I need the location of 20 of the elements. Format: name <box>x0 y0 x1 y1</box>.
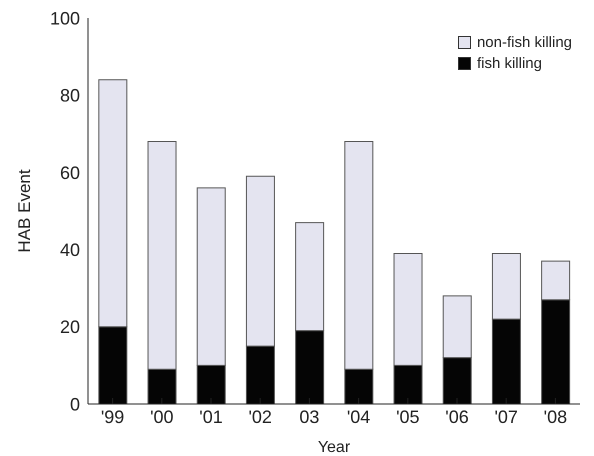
x-tick-label: '01 <box>199 406 223 427</box>
legend-label: fish killing <box>476 55 542 72</box>
x-tick-label: '00 <box>150 406 174 427</box>
x-tick-label: 03 <box>299 406 320 427</box>
x-tick-label: '07 <box>494 406 518 427</box>
x-tick-label: '99 <box>100 406 124 427</box>
y-tick-label: 0 <box>70 394 80 414</box>
y-axis-title: HAB Event <box>15 169 34 253</box>
y-tick-label: 40 <box>60 240 80 260</box>
x-tick-label: '08 <box>544 406 568 427</box>
x-tick-label: '06 <box>445 406 469 427</box>
x-tick-label: '05 <box>396 406 420 427</box>
y-tick-label: 100 <box>50 8 80 28</box>
legend-label: non-fish killing <box>476 34 572 51</box>
x-tick-label: '02 <box>248 406 272 427</box>
y-tick-label: 60 <box>60 162 80 183</box>
x-tick-label: '04 <box>346 406 370 427</box>
x-axis-title: Year <box>318 439 351 456</box>
y-tick-label: 80 <box>60 86 80 106</box>
y-tick-label: 20 <box>60 317 80 338</box>
